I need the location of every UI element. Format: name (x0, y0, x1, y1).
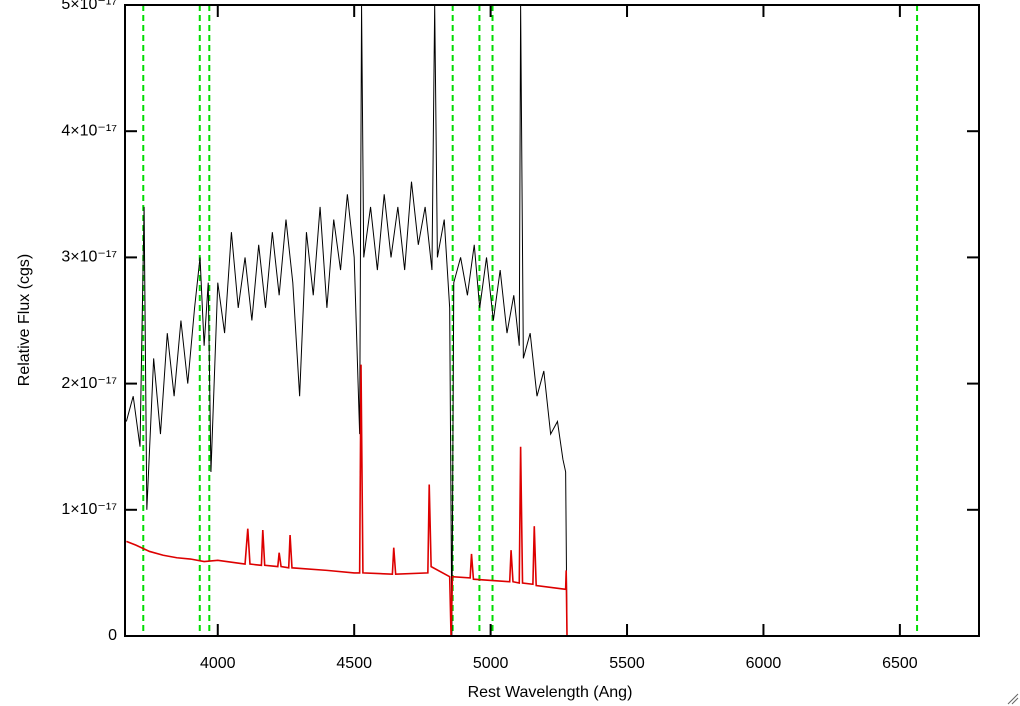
y-tick-label: 5×10⁻¹⁷ (61, 0, 117, 13)
x-tick-label: 4000 (200, 655, 236, 672)
axes-frame (124, 4, 980, 637)
y-tick-label: 1×10⁻¹⁷ (61, 501, 117, 518)
x-tick-label: 5500 (609, 655, 645, 672)
x-tick-label: 4500 (336, 655, 372, 672)
resize-grip[interactable] (1007, 693, 1019, 705)
y-tick-label: 2×10⁻¹⁷ (61, 375, 117, 392)
y-tick-label: 4×10⁻¹⁷ (61, 122, 117, 139)
y-tick-label: 0 (108, 627, 117, 644)
spectrum-line (126, 364, 979, 636)
y-tick-label: 3×10⁻¹⁷ (61, 249, 117, 266)
x-tick-label: 5000 (473, 655, 509, 672)
x-tick-label: 6000 (746, 655, 782, 672)
plot-area (125, 5, 979, 636)
x-tick-label: 6500 (882, 655, 918, 672)
spectrum-line (125, 5, 979, 636)
y-axis-label: Relative Flux (cgs) (16, 254, 33, 386)
x-axis-label: Rest Wavelength (Ang) (468, 684, 633, 701)
